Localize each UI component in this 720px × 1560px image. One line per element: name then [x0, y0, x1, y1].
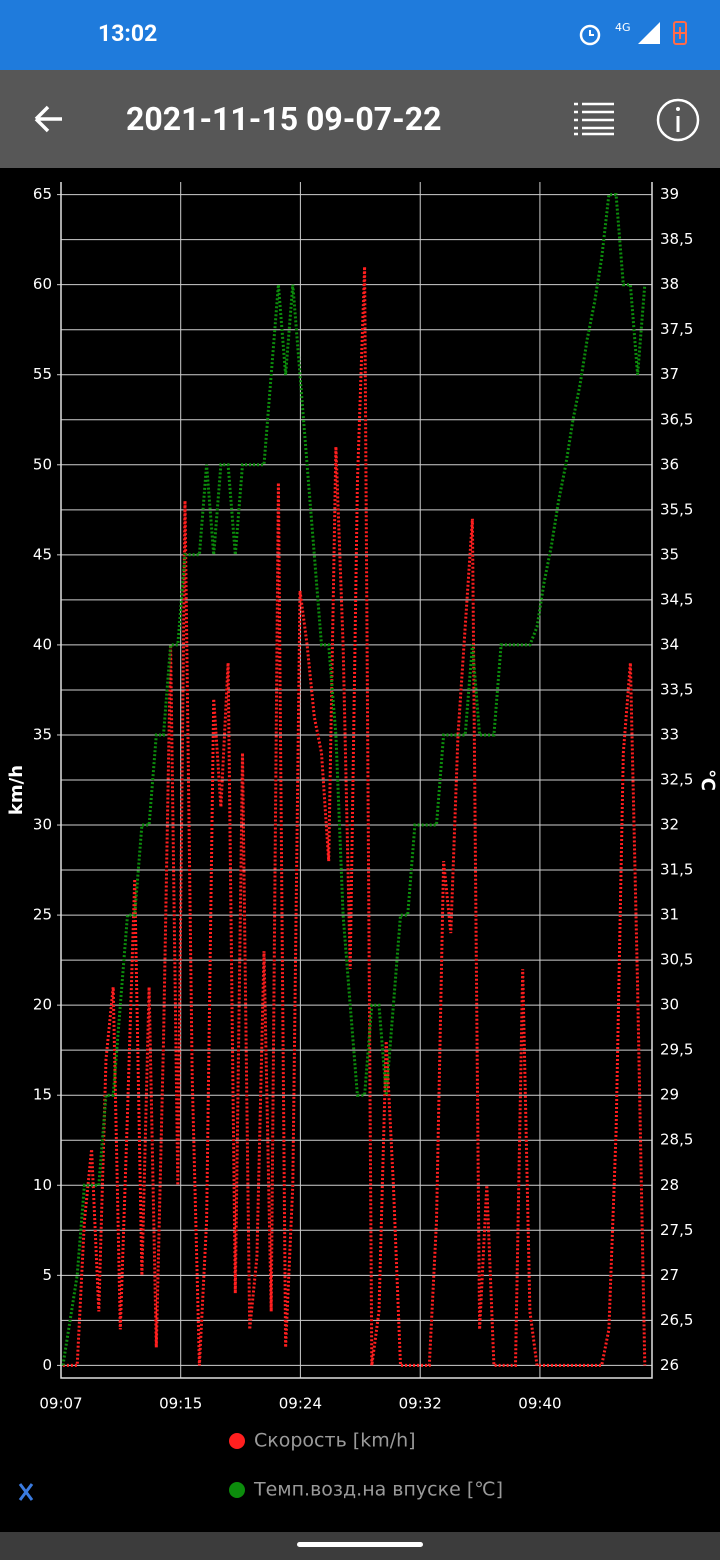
legend-label: Скорость [km/h] [254, 1430, 416, 1452]
y-tick-label: 30 [33, 816, 52, 834]
clock: 13:02 [98, 20, 158, 47]
x-tick-label: 09:15 [159, 1395, 202, 1413]
y2-tick-label: 39 [660, 185, 679, 203]
y-tick-label: 15 [33, 1086, 52, 1104]
y2-tick-label: 28,5 [660, 1131, 693, 1149]
y2-tick-label: 36,5 [660, 410, 693, 428]
zoom-icon[interactable] [18, 1483, 34, 1501]
y2-tick-label: 38,5 [660, 230, 693, 248]
y-tick-label: 0 [42, 1356, 52, 1374]
legend-label: Темп.возд.на впуске [℃] [253, 1479, 503, 1501]
y-tick-label: 5 [42, 1266, 52, 1284]
nav-bar [0, 1532, 720, 1560]
axis-frame [60, 182, 653, 1379]
status-icons: 4G [579, 21, 687, 46]
back-button[interactable] [34, 105, 62, 133]
app-title: 2021-11-15 09-07-22 [126, 100, 442, 138]
series-line [62, 266, 647, 1367]
y-tick-label: 65 [33, 185, 52, 203]
y-tick-label: 35 [33, 725, 52, 743]
y2-tick-label: 31 [660, 906, 679, 924]
legend-swatch [229, 1433, 245, 1449]
y2-tick-label: 30,5 [660, 951, 693, 969]
y2-tick-label: 32,5 [660, 771, 693, 789]
y-tick-label: 20 [33, 996, 52, 1014]
app-bar: 2021-11-15 09-07-22 [0, 70, 720, 168]
y2-tick-label: 28 [660, 1176, 679, 1194]
legend-swatch [229, 1482, 245, 1498]
y2-tick-label: 30 [660, 996, 679, 1014]
x-tick-label: 09:32 [399, 1395, 442, 1413]
y2-tick-label: 32 [660, 816, 679, 834]
chart: km/h ℃ 26 26,5 27 27,5 28 28,5 29 29,5 30 30,5 31 3… [6, 182, 718, 1501]
y2-tick-label: 37 [660, 365, 679, 383]
series-line [61, 193, 647, 1366]
status-bar: 13:02 4G [0, 0, 720, 70]
y-axis-label: km/h [6, 765, 27, 815]
y2-tick-label: 34,5 [660, 590, 693, 608]
x-tick-label: 09:24 [279, 1395, 322, 1413]
home-indicator[interactable] [297, 1542, 423, 1547]
y2-tick-label: 35,5 [660, 500, 693, 518]
app-bar-icons [34, 98, 700, 142]
network-type: 4G [615, 21, 631, 34]
y2-tick-label: 36 [660, 455, 679, 473]
y-tick-label: 40 [33, 635, 52, 653]
y-tick-label: 50 [33, 455, 52, 473]
x-tick-label: 09:40 [518, 1395, 561, 1413]
y2-tick-label: 26 [660, 1356, 679, 1374]
y2-tick-label: 35 [660, 545, 679, 563]
y2-tick-label: 29,5 [660, 1041, 693, 1059]
y-tick-label: 55 [33, 365, 52, 383]
y-tick-label: 10 [33, 1176, 52, 1194]
list-button[interactable] [574, 102, 614, 136]
y2-tick-label: 38 [660, 275, 679, 293]
info-button[interactable] [656, 98, 700, 142]
y2-tick-label: 34 [660, 635, 679, 653]
y-tick-label: 25 [33, 906, 52, 924]
x-tick-label: 09:07 [39, 1395, 82, 1413]
y2-tick-label: 27 [660, 1266, 679, 1284]
y2-tick-label: 37,5 [660, 320, 693, 338]
y-tick-label: 60 [33, 275, 52, 293]
y2-tick-label: 33 [660, 725, 679, 743]
y2-axis-label: ℃ [697, 769, 718, 791]
y2-tick-label: 27,5 [660, 1221, 693, 1239]
y-tick-label: 45 [33, 545, 52, 563]
y2-tick-label: 31,5 [660, 861, 693, 879]
y2-tick-label: 33,5 [660, 680, 693, 698]
y2-tick-label: 29 [660, 1086, 679, 1104]
y2-tick-label: 26,5 [660, 1311, 693, 1329]
